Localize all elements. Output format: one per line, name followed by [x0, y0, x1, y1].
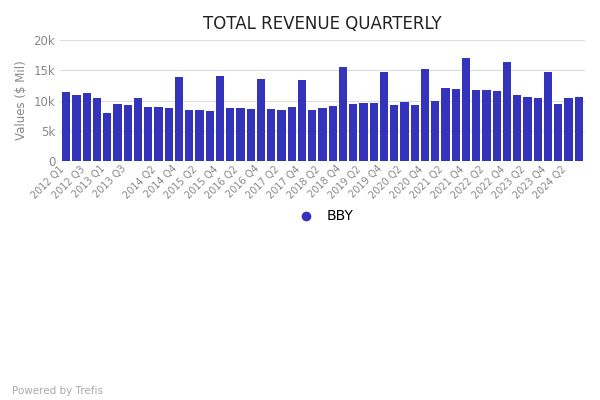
- Bar: [144, 107, 152, 161]
- Bar: [124, 105, 132, 161]
- Bar: [462, 58, 470, 161]
- Bar: [523, 97, 532, 161]
- Bar: [472, 90, 481, 161]
- Bar: [554, 104, 562, 161]
- Y-axis label: Values ($ Mil): Values ($ Mil): [15, 61, 28, 140]
- Bar: [113, 104, 122, 161]
- Title: TOTAL REVENUE QUARTERLY: TOTAL REVENUE QUARTERLY: [203, 15, 442, 33]
- Bar: [329, 106, 337, 161]
- Bar: [247, 109, 255, 161]
- Bar: [339, 67, 347, 161]
- Bar: [185, 110, 193, 161]
- Bar: [175, 77, 183, 161]
- Bar: [442, 88, 449, 161]
- Bar: [493, 91, 501, 161]
- Bar: [513, 94, 521, 161]
- Bar: [400, 102, 409, 161]
- Bar: [431, 100, 439, 161]
- Bar: [277, 110, 286, 161]
- Bar: [319, 108, 326, 161]
- Bar: [62, 92, 70, 161]
- Bar: [154, 107, 163, 161]
- Text: Powered by Trefis: Powered by Trefis: [12, 386, 103, 396]
- Bar: [267, 109, 275, 161]
- Bar: [503, 62, 511, 161]
- Bar: [196, 110, 203, 161]
- Legend: BBY: BBY: [286, 204, 359, 229]
- Bar: [544, 72, 552, 161]
- Bar: [411, 105, 419, 161]
- Bar: [236, 108, 245, 161]
- Bar: [216, 76, 224, 161]
- Bar: [370, 103, 378, 161]
- Bar: [349, 104, 358, 161]
- Bar: [288, 106, 296, 161]
- Bar: [380, 72, 388, 161]
- Bar: [308, 110, 316, 161]
- Bar: [165, 108, 173, 161]
- Bar: [482, 90, 491, 161]
- Bar: [359, 103, 368, 161]
- Bar: [575, 97, 583, 161]
- Bar: [565, 98, 572, 161]
- Bar: [452, 89, 460, 161]
- Bar: [93, 98, 101, 161]
- Bar: [421, 69, 429, 161]
- Bar: [226, 108, 235, 161]
- Bar: [83, 93, 91, 161]
- Bar: [73, 95, 80, 161]
- Bar: [390, 105, 398, 161]
- Bar: [257, 79, 265, 161]
- Bar: [206, 111, 214, 161]
- Bar: [298, 80, 306, 161]
- Bar: [103, 113, 112, 161]
- Bar: [534, 98, 542, 161]
- Bar: [134, 98, 142, 161]
